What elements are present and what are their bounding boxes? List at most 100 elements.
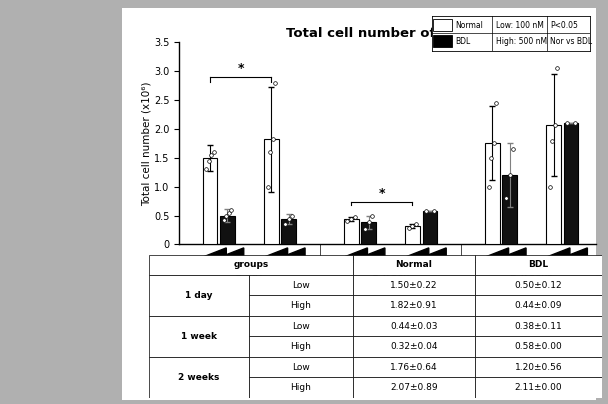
Point <box>570 120 579 126</box>
Text: groups: groups <box>233 260 269 269</box>
Point <box>204 158 213 164</box>
Point <box>219 217 229 223</box>
Polygon shape <box>211 248 244 261</box>
Text: 1 week: 1 week <box>372 267 409 278</box>
Point <box>501 195 511 202</box>
Point <box>548 137 558 144</box>
Point <box>486 155 496 161</box>
Text: 1.20±0.56: 1.20±0.56 <box>515 363 562 372</box>
Polygon shape <box>335 248 367 261</box>
Text: 2 weeks: 2 weeks <box>178 373 219 382</box>
Text: Low: Low <box>292 363 309 372</box>
Point <box>360 225 370 232</box>
Point <box>209 149 219 155</box>
Polygon shape <box>272 248 305 261</box>
Bar <box>249 377 353 398</box>
Bar <box>475 295 602 316</box>
Text: 0.50±0.12: 0.50±0.12 <box>515 281 562 290</box>
Bar <box>475 357 602 377</box>
Text: P<0.05: P<0.05 <box>550 21 578 30</box>
Bar <box>405 226 420 244</box>
Bar <box>475 255 602 275</box>
Point <box>562 120 572 126</box>
Bar <box>434 19 452 31</box>
Bar <box>264 139 278 244</box>
Bar <box>249 275 353 295</box>
Text: 0.32±0.04: 0.32±0.04 <box>390 342 438 351</box>
Polygon shape <box>413 248 446 261</box>
Text: 0.44±0.09: 0.44±0.09 <box>515 301 562 310</box>
Text: Normal: Normal <box>396 260 432 269</box>
Bar <box>249 337 353 357</box>
Bar <box>353 337 475 357</box>
Point <box>288 213 297 219</box>
Point <box>263 183 272 190</box>
Polygon shape <box>494 248 526 261</box>
Text: Low: Low <box>292 281 309 290</box>
Polygon shape <box>194 248 226 261</box>
Point <box>412 221 421 227</box>
Bar <box>361 223 376 244</box>
Point <box>347 216 356 222</box>
Bar <box>249 316 353 337</box>
Point <box>407 223 417 229</box>
Text: 1 day: 1 day <box>235 267 264 278</box>
Polygon shape <box>353 248 385 261</box>
Point <box>206 152 216 158</box>
Bar <box>546 125 561 244</box>
Text: Nor vs BDL: Nor vs BDL <box>550 37 592 46</box>
Text: 2 weeks: 2 weeks <box>510 267 553 278</box>
Point <box>343 217 353 224</box>
Text: 0.58±0.00: 0.58±0.00 <box>514 342 562 351</box>
Text: BDL: BDL <box>528 260 548 269</box>
Bar <box>220 216 235 244</box>
Bar <box>353 316 475 337</box>
Bar <box>249 357 353 377</box>
Bar <box>353 357 475 377</box>
Point <box>280 221 290 227</box>
Point <box>553 65 562 72</box>
Bar <box>344 219 359 244</box>
Bar <box>353 377 475 398</box>
Bar <box>564 123 578 244</box>
Bar <box>353 255 475 275</box>
Y-axis label: Total cell number (x10⁶): Total cell number (x10⁶) <box>141 81 151 206</box>
Bar <box>149 275 249 316</box>
Point <box>509 146 519 152</box>
Text: 0.38±0.11: 0.38±0.11 <box>514 322 562 331</box>
Point <box>505 172 514 179</box>
Bar <box>353 295 475 316</box>
Text: Normal: Normal <box>455 21 483 30</box>
Bar <box>149 255 353 275</box>
Point <box>429 208 438 214</box>
Text: *: * <box>379 187 385 200</box>
Point <box>265 149 275 155</box>
Point <box>421 208 431 214</box>
Text: 1 day: 1 day <box>185 291 213 300</box>
Title: Total cell number of spleen: Total cell number of spleen <box>286 27 489 40</box>
Bar <box>202 158 218 244</box>
Polygon shape <box>537 248 570 261</box>
Point <box>221 213 231 219</box>
Point <box>404 225 413 231</box>
Text: High: High <box>290 342 311 351</box>
Point <box>226 206 236 213</box>
Bar <box>475 275 602 295</box>
Point <box>367 213 377 219</box>
Text: High: 500 nM: High: 500 nM <box>497 37 548 46</box>
Bar <box>249 295 353 316</box>
Text: *: * <box>238 62 244 75</box>
Point <box>284 216 294 222</box>
Point <box>364 219 373 226</box>
Bar <box>423 211 437 244</box>
Text: 1.82±0.91: 1.82±0.91 <box>390 301 438 310</box>
Text: Low: 100 nM: Low: 100 nM <box>497 21 544 30</box>
Bar <box>475 377 602 398</box>
Bar <box>475 316 602 337</box>
Text: 0.44±0.03: 0.44±0.03 <box>390 322 438 331</box>
Bar <box>149 316 249 357</box>
Bar <box>282 219 296 244</box>
Text: 2.07±0.89: 2.07±0.89 <box>390 383 438 392</box>
Bar <box>149 357 249 398</box>
Point <box>268 136 277 143</box>
